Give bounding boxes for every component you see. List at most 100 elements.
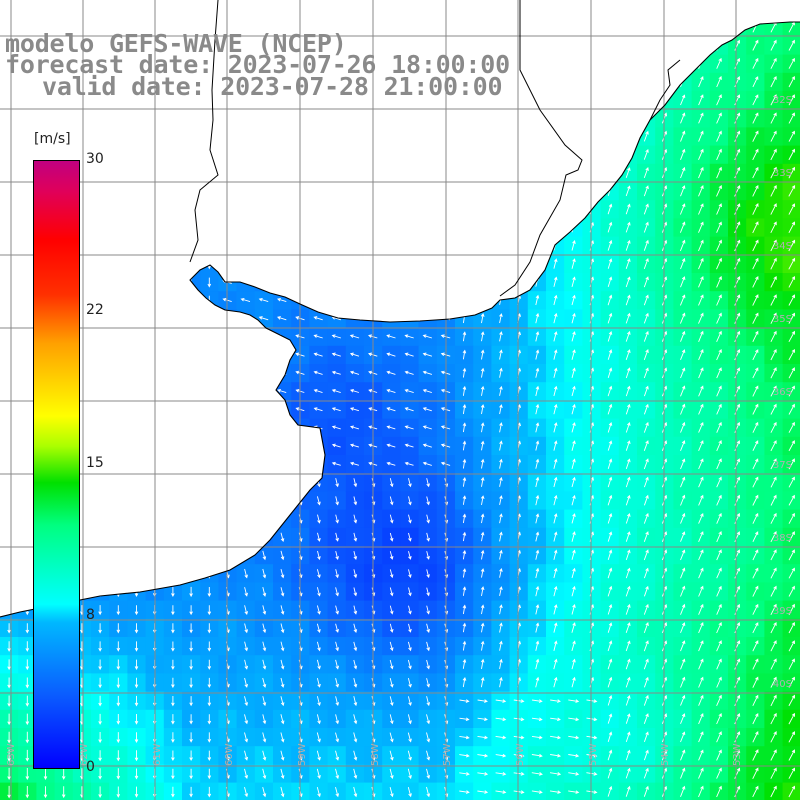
wind-arrow	[134, 786, 139, 798]
wind-speed-cell	[345, 236, 365, 256]
wind-arrow	[171, 314, 175, 324]
wind-arrow	[625, 603, 631, 615]
wind-arrow	[262, 514, 267, 524]
wind-arrow	[643, 112, 649, 124]
wind-arrow	[716, 221, 722, 233]
wind-speed-cell	[418, 200, 438, 219]
wind-speed-cell	[455, 145, 474, 165]
wind-arrow	[480, 658, 485, 669]
wind-speed-cell	[218, 382, 238, 401]
wind-arrow	[171, 768, 175, 780]
wind-speed-cell	[327, 182, 347, 201]
wind-arrow	[335, 768, 340, 780]
wind-arrow	[207, 405, 212, 415]
wind-arrow	[276, 297, 287, 303]
wind-arrow	[752, 512, 759, 524]
wind-arrow	[423, 7, 432, 10]
wind-arrow	[480, 404, 485, 415]
wind-speed-cell	[254, 364, 274, 383]
wind-arrow	[349, 443, 360, 448]
wind-arrow	[134, 477, 139, 488]
wind-speed-cell	[527, 127, 547, 147]
wind-arrow	[61, 786, 66, 799]
wind-arrow	[535, 494, 540, 506]
wind-arrow	[258, 115, 269, 121]
wind-arrow	[99, 5, 102, 14]
wind-arrow	[568, 790, 580, 794]
wind-arrow	[679, 221, 686, 233]
wind-arrow	[25, 295, 30, 306]
wind-arrow	[643, 622, 649, 634]
wind-speed-cell	[382, 236, 401, 256]
wind-speed-cell	[109, 364, 128, 383]
wind-speed-cell	[691, 22, 711, 37]
wind-speed-cell	[54, 109, 74, 128]
wind-arrow	[171, 204, 175, 215]
wind-arrow	[331, 389, 341, 394]
wind-arrow	[531, 717, 543, 722]
wind-arrow	[568, 772, 580, 776]
wind-arrow	[61, 768, 66, 780]
wind-speed-cell	[200, 473, 219, 492]
wind-arrow	[258, 206, 269, 212]
wind-arrow	[643, 785, 649, 797]
colorbar-unit: [m/s]	[34, 131, 71, 147]
wind-arrow	[607, 221, 613, 233]
wind-arrow	[607, 713, 613, 724]
wind-arrow	[788, 458, 795, 470]
wind-speed-cell	[546, 36, 565, 56]
wind-speed-cell	[72, 109, 92, 128]
wind-speed-cell	[127, 527, 147, 547]
wind-arrow	[734, 257, 741, 270]
wind-arrow	[462, 440, 467, 451]
wind-arrow	[698, 549, 704, 561]
wind-arrow	[462, 513, 467, 524]
wind-arrow	[244, 550, 248, 561]
wind-arrow	[499, 149, 503, 160]
wind-arrow	[571, 567, 576, 579]
wind-arrow	[788, 512, 795, 524]
wind-arrow	[788, 275, 796, 288]
lagoon-outline	[189, 0, 681, 297]
wind-speed-cell	[419, 0, 438, 19]
colorbar-tick-15: 15	[86, 455, 104, 471]
wind-arrow	[116, 750, 121, 762]
wind-arrow	[98, 605, 102, 616]
wind-speed-cell	[218, 254, 238, 274]
wind-arrow	[25, 405, 30, 415]
wind-arrow	[422, 152, 433, 157]
wind-arrow	[389, 696, 394, 707]
wind-arrow	[240, 407, 251, 412]
wind-arrow	[98, 641, 102, 652]
wind-arrow	[698, 694, 704, 706]
longitude-label: 60W	[224, 743, 235, 766]
wind-speed-cell	[473, 163, 492, 183]
wind-arrow	[531, 699, 543, 703]
wind-arrow	[716, 531, 722, 543]
wind-arrow	[171, 514, 175, 525]
wind-arrow	[171, 550, 175, 561]
wind-arrow	[788, 348, 795, 361]
wind-arrow	[207, 186, 212, 197]
wind-arrow	[499, 440, 503, 451]
wind-arrow	[716, 512, 722, 524]
wind-arrow	[499, 676, 503, 688]
wind-arrow	[262, 732, 267, 743]
wind-arrow	[116, 695, 121, 707]
wind-arrow	[625, 239, 631, 251]
wind-speed-cell	[218, 182, 238, 201]
wind-arrow	[331, 261, 342, 266]
wind-speed-cell	[637, 91, 656, 110]
wind-speed-cell	[291, 455, 310, 474]
wind-arrow	[571, 22, 576, 33]
wind-speed-cell	[546, 218, 565, 238]
wind-arrow	[422, 370, 433, 375]
wind-arrow	[698, 221, 704, 233]
wind-speed-cell	[236, 109, 256, 128]
wind-speed-cell	[418, 22, 438, 37]
wind-arrow	[349, 297, 360, 303]
wind-arrow	[389, 750, 394, 761]
wind-arrow	[25, 368, 30, 379]
wind-arrow	[353, 696, 358, 707]
wind-arrow	[258, 134, 269, 139]
